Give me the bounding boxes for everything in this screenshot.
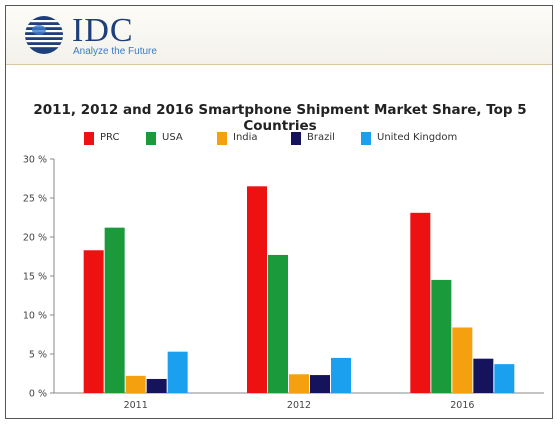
bar [431, 279, 452, 393]
chart-legend: PRC USA India Brazil United Kingdom [6, 131, 552, 149]
legend-swatch [84, 132, 94, 145]
bar-chart: 0 % 5 % 10 % 15 % 20 % 25 % 30 % 2011 2012 2016 [23, 155, 544, 411]
globe-icon [25, 16, 63, 54]
bar [289, 374, 309, 393]
y-tick-label: 0 % [29, 389, 47, 400]
bar [494, 364, 515, 393]
idc-logo: IDC Analyze the Future [18, 10, 218, 60]
legend-label: United Kingdom [377, 132, 458, 143]
bar [310, 375, 330, 393]
legend-swatch [291, 132, 301, 145]
legend-label: India [233, 132, 258, 143]
y-tick-label: 10 % [23, 311, 47, 322]
header-banner: IDC Analyze the Future [6, 6, 552, 65]
legend-label: USA [162, 132, 183, 143]
y-tick-label: 15 % [23, 272, 47, 283]
y-tick-label: 30 % [23, 155, 47, 166]
chart-title: 2011, 2012 and 2016 Smartphone Shipment … [33, 102, 527, 134]
bar [83, 250, 104, 393]
legend-swatch [217, 132, 227, 145]
y-tick-label: 25 % [23, 194, 47, 205]
legend-label: PRC [100, 132, 120, 143]
y-tick-label: 5 % [29, 350, 47, 361]
bar [247, 186, 267, 393]
bar [331, 357, 351, 393]
bar [146, 378, 167, 393]
x-tick-label: 2012 [287, 400, 311, 411]
bar [268, 254, 288, 393]
bar [104, 227, 125, 393]
logo-tagline: Analyze the Future [73, 46, 157, 57]
y-tick-label: 20 % [23, 233, 47, 244]
bar [473, 358, 494, 393]
bar [452, 327, 473, 393]
bar [410, 212, 431, 393]
x-tick-label: 2011 [124, 400, 148, 411]
bar [167, 351, 188, 393]
bar [125, 375, 146, 393]
logo-text: IDC [72, 12, 134, 49]
legend-swatch [361, 132, 371, 145]
x-tick-label: 2016 [450, 400, 474, 411]
legend-label: Brazil [307, 132, 335, 143]
chart-frame: IDC Analyze the Future 2011, 2012 and 20… [5, 5, 553, 419]
legend-swatch [146, 132, 156, 145]
